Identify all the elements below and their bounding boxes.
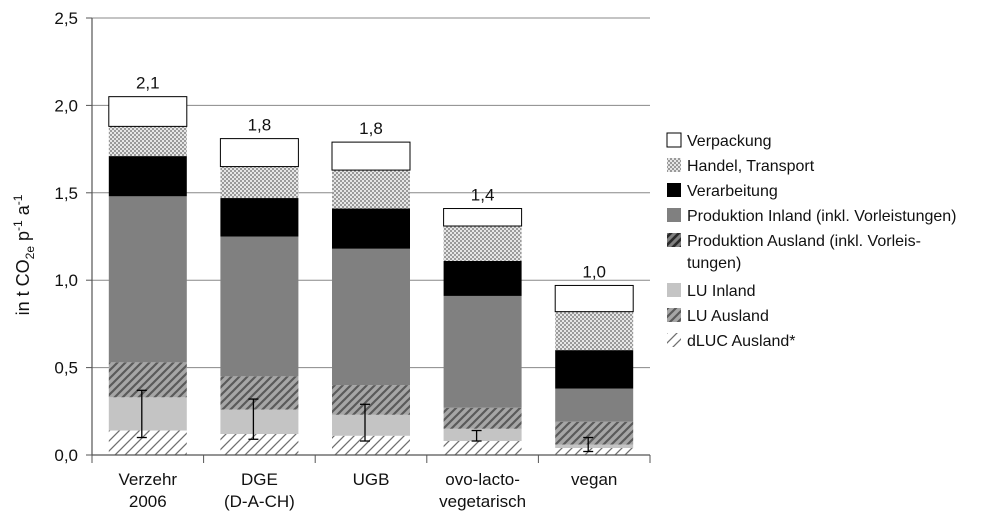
bar-segment [443, 295, 522, 408]
category-label: DGE [241, 470, 278, 489]
bar-segment [220, 198, 299, 237]
y-axis-label: in t CO2e p-1 a-1 [11, 194, 37, 315]
category-label: (D-A-CH) [224, 492, 295, 511]
legend-label: Verpackung [687, 133, 772, 150]
legend-item: dLUC Ausland* [667, 333, 796, 350]
bar-segment [332, 385, 410, 415]
legend-swatch [667, 308, 681, 322]
bar-segment [332, 170, 410, 209]
error-bar [248, 398, 259, 440]
total-labels: 2,1 1,8 1,8 1,4 1,0 [136, 74, 606, 282]
bar-segment [220, 376, 299, 410]
error-bar [583, 436, 594, 453]
bar-segment [108, 156, 187, 197]
bar-segment [108, 96, 188, 127]
legend-item: LU Ausland [667, 308, 769, 325]
bar-stack [219, 138, 299, 455]
total-label: 1,8 [248, 116, 272, 135]
total-label: 1,8 [359, 119, 383, 138]
bar-segment [108, 397, 187, 431]
legend-label: Verarbeitung [687, 183, 778, 200]
error-bars [136, 389, 594, 453]
bar-segment [220, 409, 299, 435]
legend-label: Produktion Ausland (inkl. Vorleis- [687, 233, 921, 250]
total-label: 1,0 [582, 262, 606, 281]
y-tick-label: 2,0 [54, 96, 78, 115]
error-bar [136, 389, 147, 439]
bar-segment [108, 196, 187, 363]
legend-swatch [667, 283, 681, 297]
category-label: vegan [571, 470, 617, 489]
bar-segment [555, 350, 634, 389]
y-tick-label: 0,5 [54, 359, 78, 378]
bar-segment [443, 260, 522, 296]
bar-segment [443, 407, 522, 429]
category-labels: Verzehr 2006 DGE (D-A-CH) UGB ovo-lacto-veget… [119, 470, 618, 511]
total-label: 1,4 [471, 186, 495, 205]
axes [91, 18, 651, 463]
y-tick-label: 2,5 [54, 9, 78, 28]
bar-stack [554, 284, 634, 455]
legend-label: Produktion Inland (inkl. Vorleistungen) [687, 208, 957, 225]
bar-segment [220, 166, 299, 199]
total-label: 2,1 [136, 74, 160, 93]
bar-segment [443, 226, 522, 261]
category-label: vegetarisch [439, 492, 526, 511]
bar-segment [555, 388, 634, 422]
category-label: ovo-lacto- [445, 470, 520, 489]
legend-label: dLUC Ausland* [687, 333, 796, 350]
bar-stack [443, 208, 523, 455]
legend-item: Verarbeitung [667, 183, 778, 200]
legend-swatch [667, 158, 681, 172]
bar-segment [555, 448, 634, 455]
bar-segment [220, 434, 299, 455]
legend-swatch [667, 233, 681, 247]
legend-item: LU Inland [667, 283, 756, 300]
bar-segment [332, 435, 410, 455]
y-tick-label: 1,5 [54, 184, 78, 203]
legend-swatch [667, 333, 681, 347]
category-label: Verzehr [119, 470, 178, 489]
legend: Verpackung Handel, Transport Verarbeitung P… [666, 132, 957, 350]
category-label: 2006 [129, 492, 167, 511]
bars [108, 96, 634, 455]
bar-segment [108, 362, 187, 398]
bar-stack [331, 141, 411, 455]
bar-segment [108, 430, 187, 455]
bar-segment [220, 236, 299, 377]
bar-segment [108, 126, 187, 157]
legend-label: LU Inland [687, 283, 756, 300]
bar-segment [331, 141, 411, 171]
legend-label: LU Ausland [687, 308, 769, 325]
error-bar [471, 429, 482, 442]
bar-segment [332, 248, 410, 386]
bar-segment [555, 444, 634, 449]
bar-segment [554, 284, 634, 313]
y-tick-label: 1,0 [54, 271, 78, 290]
bar-segment [332, 208, 410, 249]
bar-segment [555, 421, 634, 445]
bar-segment [443, 428, 522, 442]
category-label: UGB [353, 470, 390, 489]
legend-label: Handel, Transport [687, 158, 815, 175]
bar-segment [555, 311, 634, 351]
bar-segment [219, 138, 299, 168]
legend-item: Handel, Transport [667, 158, 815, 175]
legend-swatch [666, 132, 682, 148]
legend-item: Produktion Ausland (inkl. Vorleis-tungen… [667, 233, 921, 272]
legend-swatch [667, 208, 681, 222]
legend-swatch [667, 183, 681, 197]
legend-item: Verpackung [666, 132, 772, 150]
legend-item: Produktion Inland (inkl. Vorleistungen) [667, 208, 957, 225]
y-tick-label: 0,0 [54, 446, 78, 465]
bar-stack [108, 96, 188, 455]
y-tick-labels: 0,0 0,5 1,0 1,5 2,0 2,5 [54, 9, 78, 465]
error-bar [360, 403, 370, 442]
bar-segment [443, 441, 522, 455]
bar-segment [443, 208, 523, 227]
bar-segment [332, 414, 410, 436]
legend-label: tungen) [687, 255, 741, 272]
